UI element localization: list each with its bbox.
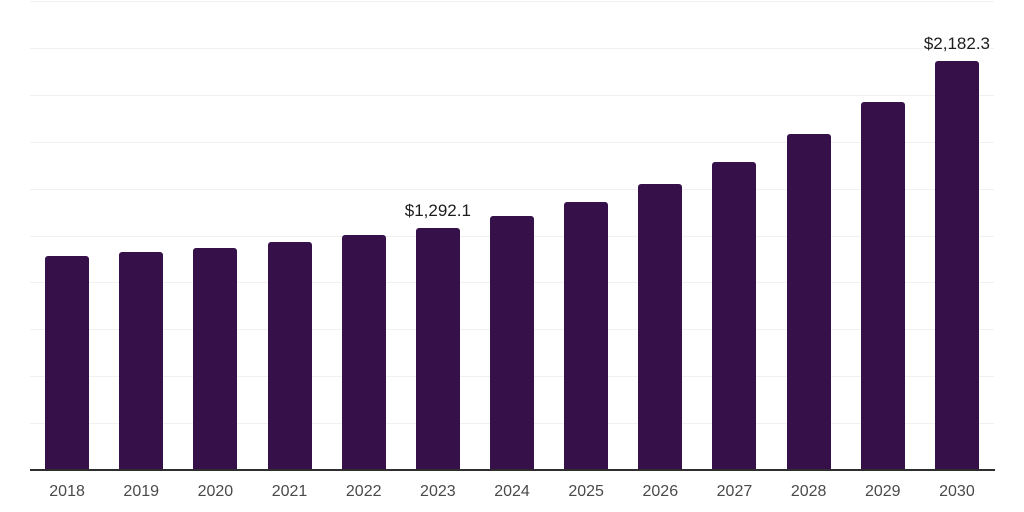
gridline (30, 94, 994, 96)
bar-2025 (564, 201, 609, 470)
x-tick-label-2025: 2025 (568, 483, 604, 500)
bar-2021 (267, 242, 312, 470)
x-tick-label-2019: 2019 (123, 483, 160, 500)
gridline (30, 188, 994, 190)
bar-2018 (45, 256, 90, 470)
value-label-2023: $1,292.1 (404, 200, 471, 220)
gridline (30, 1, 994, 2)
x-tick-label-2018: 2018 (49, 483, 85, 500)
bar-2029 (860, 101, 905, 470)
bar-2026 (638, 183, 683, 470)
bar-2023 (415, 227, 460, 470)
x-axis-line (30, 469, 995, 471)
bar-2022 (341, 234, 386, 470)
x-tick-label-2021: 2021 (271, 483, 308, 500)
gridline (30, 47, 994, 49)
x-tick-label-2030: 2030 (939, 483, 975, 500)
bar-2019 (119, 252, 164, 470)
bar-2030 (934, 60, 979, 470)
value-label-2030: $2,182.3 (923, 33, 991, 53)
gridline (30, 141, 994, 143)
x-tick-label-2026: 2026 (642, 483, 679, 500)
x-tick-label-2024: 2024 (494, 483, 530, 500)
x-tick-label-2027: 2027 (716, 483, 753, 500)
x-tick-label-2029: 2029 (864, 483, 901, 500)
bar-2027 (712, 161, 757, 470)
x-tick-label-2028: 2028 (790, 483, 827, 500)
bar-2024 (490, 215, 534, 470)
bar-2020 (193, 248, 238, 470)
x-tick-label-2022: 2022 (345, 483, 382, 500)
x-tick-label-2023: 2023 (420, 483, 456, 500)
x-tick-label-2020: 2020 (197, 483, 234, 500)
bar-2028 (786, 133, 831, 470)
